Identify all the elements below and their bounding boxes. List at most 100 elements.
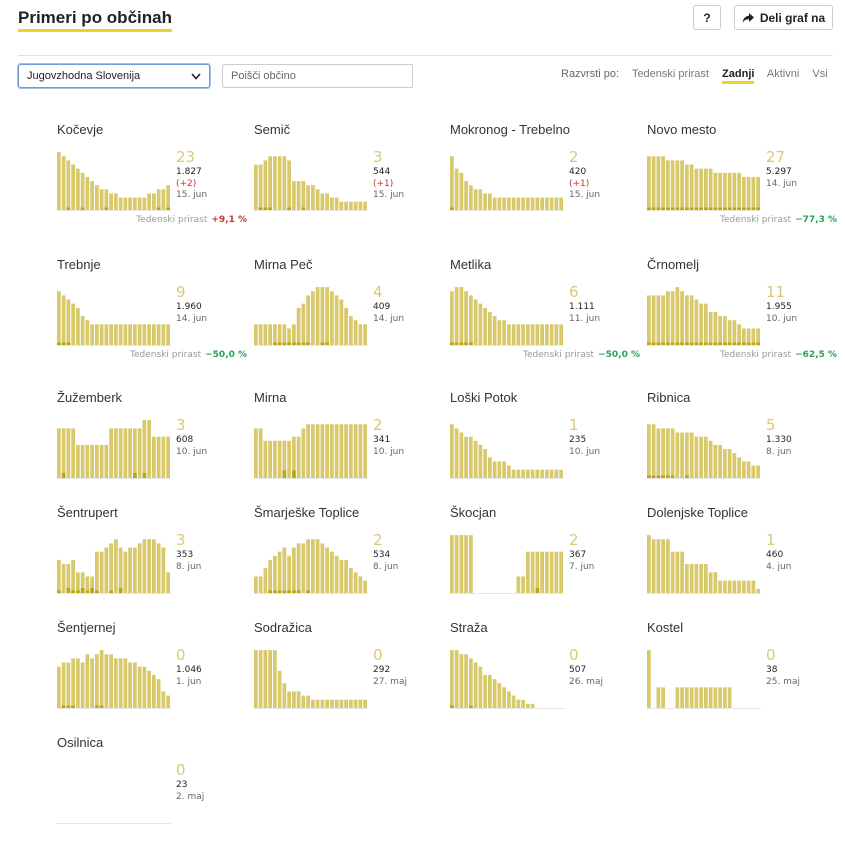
chart-bar <box>104 189 109 210</box>
chart-bar-new <box>656 475 661 478</box>
chart-bar-new <box>292 470 296 478</box>
chart-bar-new <box>661 475 665 478</box>
chart-bar <box>675 432 680 478</box>
municipality-card[interactable]: Kočevje 23 1.827 (+2) 15. jun Tedenski priras… <box>57 122 247 237</box>
search-input[interactable] <box>222 64 413 88</box>
chart-bar <box>727 580 732 593</box>
municipality-card[interactable]: Ribnica 5 1.330 8. jun <box>647 390 837 505</box>
chart-bar <box>147 324 151 345</box>
chart-bar <box>450 424 454 478</box>
municipality-card[interactable]: Dolenjske Toplice 1 460 4. jun <box>647 505 837 620</box>
municipality-card[interactable]: Žužemberk 3 608 10. jun <box>57 390 247 505</box>
chart-bar <box>488 193 492 210</box>
sort-option-latest[interactable]: Zadnji <box>722 68 755 84</box>
total-count: 1.046 <box>176 665 202 675</box>
sort-option-weekly[interactable]: Tedenski prirast <box>631 68 709 80</box>
municipality-card[interactable]: Loški Potok 1 235 10. jun <box>450 390 640 505</box>
municipality-card[interactable]: Mirna 2 341 10. jun <box>254 390 444 505</box>
municipality-card[interactable]: Šentrupert 3 353 8. jun <box>57 505 247 620</box>
chart-bar <box>661 428 665 478</box>
chart-bar <box>296 181 301 210</box>
municipality-card[interactable]: Mirna Peč 4 409 14. jun <box>254 257 444 372</box>
chart-bar <box>152 539 156 593</box>
chart-bar <box>301 428 306 478</box>
weekly-growth-value: +9,1 % <box>211 215 247 225</box>
chart-bar <box>699 436 703 478</box>
chart-bar <box>704 436 708 478</box>
chart-bar <box>675 160 680 210</box>
municipality-card[interactable]: Novo mesto 27 5.297 14. jun Tedenski prirast… <box>647 122 837 237</box>
chart-bar <box>123 197 128 210</box>
municipality-card[interactable]: Metlika 6 1.111 11. jun Tedenski prirast −50,… <box>450 257 640 372</box>
chart-bar <box>699 168 703 210</box>
chart-bar <box>325 193 329 210</box>
chart-bar <box>497 461 502 478</box>
chart-bar-new <box>704 342 708 345</box>
chart-bar-new <box>680 342 684 345</box>
chart-bar-new <box>675 342 680 345</box>
chart-bar <box>142 197 147 210</box>
chart-bar <box>713 572 718 593</box>
chart-bar <box>511 197 516 210</box>
chart-bar <box>311 424 315 478</box>
weekly-growth-label: Tedenski prirast <box>136 215 208 225</box>
chart-bar <box>166 572 170 593</box>
chart-bar <box>507 324 511 345</box>
municipality-card[interactable]: Straža 0 507 26. maj <box>450 620 640 735</box>
stats-block: 27 5.297 14. jun <box>766 150 797 191</box>
municipality-card[interactable]: Škocjan 2 367 7. jun <box>450 505 640 620</box>
chart-bar <box>258 324 263 345</box>
chart-bar <box>85 176 90 210</box>
chart-bar <box>258 650 263 708</box>
municipality-card[interactable]: Šentjernej 0 1.046 1. jun <box>57 620 247 735</box>
municipality-card[interactable]: Šmarješke Toplice 2 534 8. jun <box>254 505 444 620</box>
chart-bar <box>128 662 132 708</box>
municipality-card[interactable]: Trebnje 9 1.960 14. jun Tedenski prirast −50,… <box>57 257 247 372</box>
chart-bar-new <box>751 342 756 345</box>
chart-bar <box>647 156 651 210</box>
chart-bar <box>675 687 680 708</box>
chart-bar <box>152 193 156 210</box>
chart-bar <box>680 432 684 478</box>
chart-bar-new <box>57 342 61 345</box>
chart-bar-new <box>66 342 71 345</box>
municipality-card[interactable]: Mokronog - Trebelno 2 420 (+1) 15. jun <box>450 122 640 237</box>
sort-option-all[interactable]: Vsi <box>812 68 828 80</box>
chart-bar <box>273 555 277 593</box>
municipality-card[interactable]: Semič 3 544 (+1) 15. jun <box>254 122 444 237</box>
chart-bar <box>330 424 334 478</box>
chart-bar <box>114 428 118 478</box>
help-button[interactable]: ? <box>693 5 721 30</box>
sort-option-active[interactable]: Aktivni <box>766 68 800 80</box>
chart-bar <box>751 580 756 593</box>
last-case-date: 15. jun <box>176 190 208 200</box>
chart-bar <box>737 324 741 345</box>
chart-bar <box>680 687 684 708</box>
chart-bar <box>473 662 478 708</box>
share-button[interactable]: Deli graf na <box>734 5 833 30</box>
chart-bar-new <box>670 207 675 210</box>
chart-bar <box>57 559 61 593</box>
stats-block: 0 38 25. maj <box>766 648 800 689</box>
chart-bar <box>746 328 751 345</box>
stats-block: 0 23 2. maj <box>176 763 204 804</box>
region-select[interactable]: Jugovzhodna Slovenija <box>18 64 210 88</box>
municipality-card[interactable]: Kostel 0 38 25. maj <box>647 620 837 735</box>
sparkline-chart <box>57 650 171 709</box>
chart-bar <box>161 324 166 345</box>
chart-bar <box>723 172 727 210</box>
municipality-card[interactable]: Črnomelj 11 1.955 10. jun Tedenski prirast −6… <box>647 257 837 372</box>
chart-bar <box>478 444 483 478</box>
municipality-name: Novo mesto <box>647 122 717 137</box>
chart-bar <box>718 316 722 345</box>
chart-bar <box>128 197 132 210</box>
chart-bar <box>339 424 344 478</box>
chart-bar-new <box>651 342 656 345</box>
chart-bar <box>680 160 684 210</box>
chart-bar <box>473 299 478 345</box>
municipality-card[interactable]: Sodražica 0 292 27. maj <box>254 620 444 735</box>
municipality-card[interactable]: Osilnica 0 23 2. maj <box>57 735 247 850</box>
chart-bar-new <box>263 207 268 210</box>
chart-bar <box>301 181 306 210</box>
active-count: 27 <box>766 148 786 166</box>
